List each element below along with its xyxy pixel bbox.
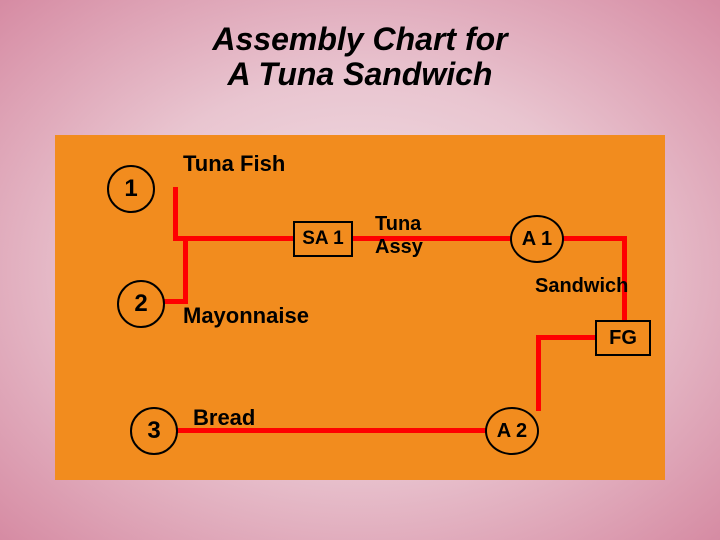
node-sa1: SA 1 bbox=[293, 221, 353, 257]
connector bbox=[561, 236, 627, 241]
node-input-2: 2 bbox=[117, 280, 165, 328]
connector bbox=[173, 236, 297, 241]
node-input-3: 3 bbox=[130, 407, 178, 455]
page-title: Assembly Chart for A Tuna Sandwich bbox=[0, 0, 720, 92]
connector bbox=[173, 187, 178, 241]
label-tuna-assy: Tuna Assy bbox=[375, 213, 423, 259]
title-line-2: A Tuna Sandwich bbox=[0, 57, 720, 92]
node-a1: A 1 bbox=[510, 215, 564, 263]
label-sandwich: Sandwich bbox=[535, 275, 628, 298]
connector bbox=[536, 335, 541, 411]
label-tuna-fish: Tuna Fish bbox=[183, 151, 285, 176]
node-fg: FG bbox=[595, 320, 651, 356]
assembly-chart: 1 2 3 SA 1 A 1 A 2 FG Tuna Fish Tuna Ass… bbox=[55, 135, 665, 480]
label-mayonnaise: Mayonnaise bbox=[183, 303, 309, 328]
title-line-1: Assembly Chart for bbox=[0, 22, 720, 57]
label-bread: Bread bbox=[193, 405, 255, 430]
node-input-1: 1 bbox=[107, 165, 155, 213]
connector bbox=[183, 241, 188, 303]
connector bbox=[536, 335, 598, 340]
node-a2: A 2 bbox=[485, 407, 539, 455]
